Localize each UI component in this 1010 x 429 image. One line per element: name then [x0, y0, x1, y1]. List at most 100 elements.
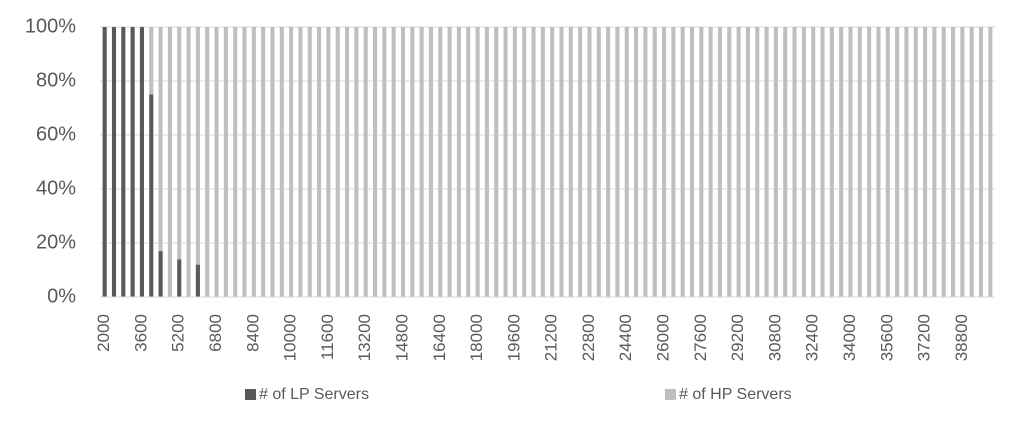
bar-segment: [363, 27, 368, 297]
bar-segment: [345, 27, 350, 297]
bar-segment: [111, 27, 117, 297]
x-tick-label: 38800: [952, 314, 971, 361]
bar-segment: [400, 27, 406, 297]
bar-segment: [885, 27, 890, 297]
bar-segment: [578, 27, 583, 297]
bar-segment: [643, 27, 648, 297]
bar-segment: [251, 27, 256, 297]
bar-segment: [820, 27, 825, 297]
bar-segment: [195, 264, 200, 297]
bar-segment: [223, 27, 228, 297]
x-tick-label: 30800: [765, 314, 784, 361]
bar-segment: [456, 27, 461, 297]
bar-segment: [792, 27, 797, 297]
x-tick-label: 34000: [840, 314, 859, 361]
bar-segment: [671, 27, 676, 297]
bar-segment: [214, 27, 219, 297]
y-tick-label: 0%: [47, 285, 76, 307]
x-tick-label: 37200: [915, 314, 934, 361]
bar-segment: [755, 27, 760, 297]
legend-swatch: [245, 389, 256, 400]
bar-segment: [372, 27, 378, 297]
bar-segment: [391, 27, 396, 297]
bar-segment: [708, 27, 713, 297]
bar-segment: [978, 27, 984, 297]
bar-segment: [270, 27, 275, 297]
x-tick-label: 5200: [169, 314, 188, 352]
y-tick-label: 80%: [36, 69, 76, 91]
legend-label: # of LP Servers: [259, 386, 369, 403]
x-tick-label: 11600: [318, 314, 337, 360]
bar-segment: [428, 27, 434, 297]
bar-segment: [177, 259, 182, 297]
bar-segment: [587, 27, 592, 297]
bar-segment: [139, 27, 145, 297]
bar-segment: [801, 27, 806, 297]
legend-label: # of HP Servers: [679, 386, 792, 403]
bar-segment: [634, 27, 639, 297]
bar-segment: [904, 27, 909, 297]
bar-segment: [261, 27, 266, 297]
bar-segment: [596, 27, 601, 297]
bar-segment: [503, 27, 508, 297]
bar-segment: [717, 27, 723, 297]
bar-segment: [932, 27, 937, 297]
bar-segment: [857, 27, 862, 297]
bar-segment: [848, 27, 853, 297]
bar-segment: [307, 27, 312, 297]
bar-segment: [121, 27, 126, 297]
bar-segment: [298, 27, 303, 297]
x-tick-label: 22800: [579, 314, 598, 361]
bar-segment: [624, 27, 629, 297]
x-tick-label: 16400: [430, 314, 449, 361]
bar-segment: [773, 27, 778, 297]
bar-segment: [494, 27, 499, 297]
x-tick-label: 8400: [243, 314, 262, 352]
bar-segment: [410, 27, 415, 297]
bar-segment: [829, 27, 834, 297]
bar-segment: [326, 27, 331, 297]
bar-segment: [550, 27, 555, 297]
bar-segment: [531, 27, 536, 297]
bar-segment: [158, 27, 163, 252]
bar-segment: [960, 27, 965, 297]
bar-segment: [895, 27, 900, 297]
bar-segment: [568, 27, 573, 297]
bar-segment: [969, 27, 974, 297]
x-tick-label: 18000: [467, 314, 486, 361]
bar-segment: [130, 27, 135, 297]
bar-segment: [680, 27, 685, 297]
bar-segment: [661, 27, 667, 297]
bar-segment: [689, 27, 695, 297]
bar-segment: [102, 27, 107, 297]
bar-segment: [913, 27, 918, 297]
bar-segment: [540, 27, 545, 297]
bar-segment: [419, 27, 424, 297]
bar-segment: [839, 27, 844, 297]
bar-segment: [149, 27, 154, 95]
x-tick-label: 10000: [281, 314, 300, 361]
bar-segment: [764, 27, 769, 297]
y-tick-label: 40%: [36, 177, 76, 199]
bar-segment: [867, 27, 872, 297]
bar-segment: [438, 27, 443, 297]
bar-segment: [950, 27, 956, 297]
bar-segment: [158, 251, 163, 297]
bar-segment: [615, 27, 620, 297]
bar-segment: [279, 27, 284, 297]
x-tick-label: 29200: [728, 314, 747, 361]
bar-segment: [167, 27, 172, 297]
bar-segment: [512, 27, 517, 297]
bar-segment: [354, 27, 359, 297]
bar-segment: [727, 27, 732, 297]
bar-segment: [988, 27, 993, 297]
bar-segment: [736, 27, 741, 297]
bar-segment: [652, 27, 657, 297]
bar-segment: [242, 27, 247, 297]
bar-segment: [522, 27, 527, 297]
y-tick-label: 60%: [36, 123, 76, 145]
bar-segment: [783, 27, 788, 297]
x-tick-label: 24400: [616, 314, 635, 361]
y-tick-label: 20%: [36, 231, 76, 253]
